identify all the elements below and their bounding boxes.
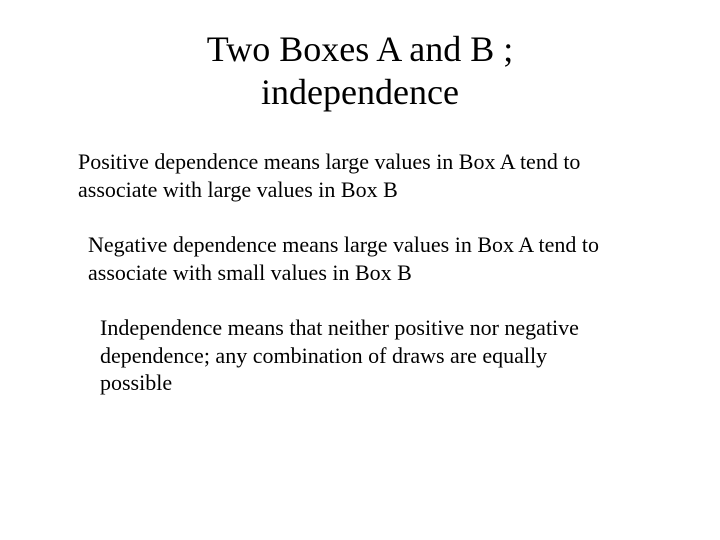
title-line-2: independence: [261, 72, 459, 112]
slide: Two Boxes A and B ; independence Positiv…: [0, 0, 720, 540]
paragraph-negative-dependence: Negative dependence means large values i…: [88, 231, 620, 286]
paragraph-independence: Independence means that neither positive…: [100, 314, 590, 397]
paragraph-positive-dependence: Positive dependence means large values i…: [78, 148, 610, 203]
title-line-1: Two Boxes A and B ;: [207, 29, 514, 69]
slide-title: Two Boxes A and B ; independence: [0, 0, 720, 138]
